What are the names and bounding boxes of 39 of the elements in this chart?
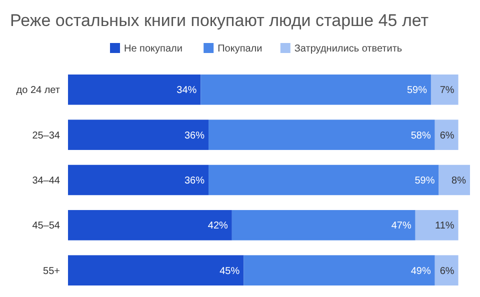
- bar: [232, 210, 416, 240]
- bar: [68, 210, 232, 240]
- data-label: 36%: [184, 130, 205, 142]
- bar: [208, 164, 439, 196]
- data-label: 59%: [414, 176, 435, 186]
- chart-title: Реже остальных книги покупают люди старше 45 лет: [10, 11, 429, 30]
- y-tick-label: 45–54: [32, 220, 60, 232]
- data-label: 45%: [220, 266, 240, 277]
- y-tick-label: 34–44: [32, 176, 60, 186]
- data-label: 42%: [208, 220, 228, 232]
- data-label: 47%: [391, 220, 412, 232]
- bar: [68, 164, 209, 196]
- y-tick-label: 25–34: [32, 130, 60, 142]
- bar: [415, 210, 458, 240]
- data-label: 59%: [406, 85, 428, 96]
- data-label: 49%: [410, 266, 431, 277]
- bar: [68, 120, 209, 150]
- data-label: 6%: [440, 130, 454, 142]
- legend-label: Покупали: [218, 44, 262, 54]
- bar: [434, 120, 458, 150]
- bar: [200, 74, 431, 105]
- bar: [68, 255, 244, 286]
- data-label: 11%: [435, 220, 454, 232]
- data-label: 58%: [410, 130, 431, 142]
- bar: [430, 74, 458, 105]
- data-label: 34%: [176, 85, 197, 96]
- bar: [438, 164, 470, 196]
- data-label: 8%: [452, 176, 466, 186]
- data-label: 7%: [440, 85, 454, 96]
- y-tick-label: до 24 лет: [16, 85, 60, 96]
- bar: [208, 120, 435, 150]
- data-label: 6%: [440, 266, 454, 277]
- bar: [434, 255, 458, 286]
- legend-label: Затруднились ответить: [294, 44, 402, 54]
- y-tick-label: 55+: [43, 266, 60, 277]
- bar: [244, 255, 435, 286]
- legend-label: Не покупали: [124, 44, 182, 54]
- bar: [68, 74, 201, 105]
- data-label: 36%: [184, 176, 205, 186]
